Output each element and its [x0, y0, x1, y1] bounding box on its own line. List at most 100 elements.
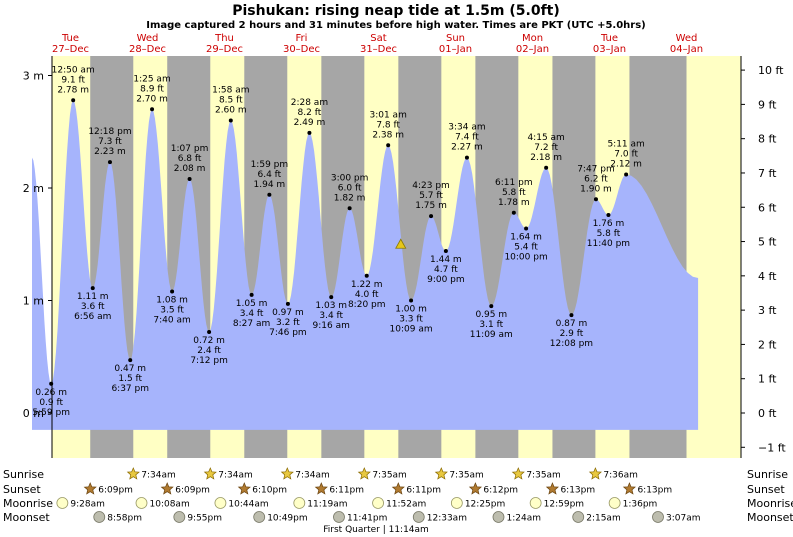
high-tide-label: 12:18 pm: [88, 127, 131, 137]
low-tide-label: 4.7 ft: [434, 265, 458, 275]
low-tide-label: 5.8 ft: [597, 229, 621, 239]
moonset-time: 1:24am: [506, 514, 541, 524]
moonrise-time: 11:52am: [386, 500, 426, 510]
y-tick-label-ft: 1 ft: [758, 373, 777, 386]
moonset-moon-icon: [652, 511, 664, 523]
high-tide-label: 1.82 m: [334, 193, 366, 203]
moonrise-moon-icon: [214, 497, 227, 509]
sunset-star-icon: [545, 482, 559, 495]
sunset-star-icon: [314, 482, 328, 495]
low-tide-label: 6:37 pm: [111, 384, 149, 394]
low-tide-label: 9:00 pm: [427, 275, 465, 285]
high-tide-label: 8.9 ft: [140, 84, 164, 94]
sunset-time: 6:13pm: [560, 486, 595, 496]
low-tide-label: 5.4 ft: [514, 243, 538, 253]
sunrise-star-icon: [511, 467, 525, 480]
moonset-moon-icon: [492, 511, 505, 523]
moonset-time: 11:41pm: [347, 514, 387, 524]
low-tide-label: 6:56 am: [74, 312, 111, 322]
day-date: 31–Dec: [360, 44, 397, 55]
low-tide-label: 0.95 m: [475, 310, 507, 320]
y-tick-label-m: 1 m: [23, 295, 44, 308]
sunset-star-icon: [160, 482, 174, 495]
low-tide-label: 2.9 ft: [560, 329, 584, 339]
high-tide-label: 5.8 ft: [502, 188, 526, 198]
day-date: 02–Jan: [516, 44, 549, 55]
low-tide-point: [409, 298, 414, 303]
low-tide-label: 1.08 m: [156, 296, 188, 306]
high-tide-label: 6.4 ft: [258, 170, 282, 180]
low-tide-label: 11:40 pm: [587, 239, 630, 249]
low-tide-label: 1.03 m: [315, 301, 347, 311]
low-tide-point: [249, 292, 254, 297]
day-headers: Tue27–DecWed28–DecThu29–DecFri30–DecSat3…: [52, 33, 703, 55]
day-date: 29–Dec: [206, 44, 243, 55]
high-tide-point: [150, 107, 155, 112]
low-tide-point: [364, 273, 369, 278]
high-tide-point: [228, 118, 233, 123]
moonset-time: 10:49pm: [267, 514, 307, 524]
high-tide-point: [593, 197, 598, 202]
day-name: Sat: [370, 33, 386, 44]
high-tide-point: [544, 165, 549, 170]
low-tide-point: [443, 249, 448, 253]
low-tide-label: 0.26 m: [35, 388, 67, 398]
y-tick-label-ft: 0 ft: [758, 407, 777, 420]
y-tick-label-ft: 4 ft: [758, 270, 777, 283]
moonrise-row-label-right: Moonrise: [747, 497, 793, 510]
high-tide-label: 9.1 ft: [61, 75, 85, 85]
y-tick-label-ft: 9 ft: [758, 98, 777, 111]
low-tide-point: [524, 226, 529, 231]
sunset-time: 6:09pm: [98, 486, 133, 496]
low-tide-point: [49, 381, 54, 386]
low-tide-point: [128, 358, 133, 363]
sunrise-time: 7:34am: [218, 471, 253, 481]
low-tide-label: 2.4 ft: [197, 346, 221, 356]
high-tide-label: 1:59 pm: [251, 160, 289, 170]
day-name: Tue: [61, 33, 79, 44]
sunset-star-icon: [468, 482, 482, 495]
moonrise-moon-icon: [450, 497, 463, 509]
day-date: 01–Jan: [439, 44, 472, 55]
low-tide-label: 10:09 am: [390, 325, 433, 335]
low-tide-label: 4.0 ft: [355, 290, 379, 300]
day-name: Wed: [137, 33, 159, 44]
low-tide-label: 1.11 m: [77, 292, 109, 302]
high-tide-label: 1:25 am: [133, 74, 170, 84]
low-tide-label: 8:20 pm: [348, 300, 386, 310]
moonset-moon-icon: [173, 511, 186, 523]
low-tide-label: 3.4 ft: [319, 311, 343, 321]
high-tide-label: 6.2 ft: [584, 174, 608, 184]
current-level-marker: [395, 238, 407, 249]
high-tide-point: [464, 155, 469, 160]
high-tide-label: 7.8 ft: [376, 120, 400, 130]
tide-curve: [32, 100, 699, 430]
low-tide-label: 7:12 pm: [190, 356, 228, 366]
moon-phase-label: First Quarter | 11:14am: [323, 525, 429, 535]
high-tide-label: 2.12 m: [610, 160, 642, 170]
high-tide-label: 3:01 am: [369, 110, 406, 120]
low-tide-label: 10:00 pm: [504, 253, 547, 263]
moonset-moon-icon: [412, 511, 425, 523]
high-tide-label: 7:47 pm: [577, 164, 615, 174]
low-tide-point: [90, 286, 95, 291]
low-tide-label: 11:09 am: [470, 330, 513, 340]
moonrise-moon-icon: [608, 497, 621, 509]
moonset-time: 12:33am: [427, 514, 467, 524]
high-tide-label: 2.18 m: [530, 153, 562, 163]
high-tide-label: 2.70 m: [136, 94, 168, 104]
day-name: Sun: [446, 33, 465, 44]
high-tide-label: 2.60 m: [215, 106, 247, 116]
high-tide-label: 1:07 pm: [171, 144, 209, 154]
low-tide-label: 0.72 m: [193, 336, 225, 346]
day-name: Fri: [296, 33, 308, 44]
sunrise-row-label-left: Sunrise: [3, 468, 44, 481]
high-tide-label: 7.2 ft: [534, 143, 558, 153]
high-tide-label: 1.78 m: [498, 198, 530, 208]
tide-area: [32, 100, 699, 430]
y-tick-label-ft: 6 ft: [758, 201, 777, 214]
y-tick-label-ft: 5 ft: [758, 236, 777, 249]
high-tide-label: 3:34 am: [448, 123, 485, 133]
y-tick-label-m: 2 m: [23, 182, 44, 195]
